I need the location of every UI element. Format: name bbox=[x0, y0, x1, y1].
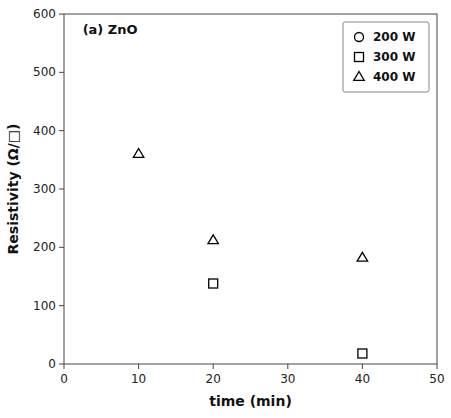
y-tick-label: 600 bbox=[33, 7, 56, 21]
legend-label: 300 W bbox=[373, 50, 415, 64]
points bbox=[133, 149, 367, 359]
x-tick bbox=[362, 364, 363, 369]
y-tick-label: 400 bbox=[33, 124, 56, 138]
x-tick bbox=[64, 364, 65, 369]
y-tick bbox=[59, 247, 64, 248]
x-tick bbox=[138, 364, 139, 369]
series bbox=[209, 279, 367, 358]
y-axis-label: Resistivity (Ω/□) bbox=[5, 124, 21, 255]
y-tick-label: 500 bbox=[33, 65, 56, 79]
y-tick bbox=[59, 189, 64, 190]
point bbox=[358, 349, 367, 358]
y-tick-label: 200 bbox=[33, 240, 56, 254]
legend-label: 400 W bbox=[373, 70, 415, 84]
x-tick bbox=[213, 364, 214, 369]
y-tick-label: 0 bbox=[48, 357, 56, 371]
y-tick bbox=[59, 364, 64, 365]
y-tick-label: 300 bbox=[33, 182, 56, 196]
chart: 010203040500100200300400500600time (min)… bbox=[0, 0, 451, 418]
legend-box bbox=[343, 22, 429, 92]
x-axis-label: time (min) bbox=[209, 393, 292, 409]
legend-symbol bbox=[355, 53, 364, 62]
series bbox=[133, 149, 367, 262]
point bbox=[357, 252, 367, 261]
x-tick-label: 0 bbox=[60, 372, 68, 386]
y-tick bbox=[59, 72, 64, 73]
x-tick-label: 40 bbox=[355, 372, 370, 386]
title: (a) ZnO bbox=[83, 22, 138, 37]
plot-frame bbox=[64, 14, 437, 364]
point bbox=[208, 235, 218, 244]
legend-symbol bbox=[355, 33, 364, 42]
x-tick bbox=[287, 364, 288, 369]
x-tick-label: 50 bbox=[429, 372, 444, 386]
x-tick-label: 20 bbox=[206, 372, 221, 386]
plot-background bbox=[64, 14, 437, 364]
legend-label: 200 W bbox=[373, 30, 415, 44]
point bbox=[209, 279, 218, 288]
y-tick bbox=[59, 305, 64, 306]
legend: 200 W 300 W 400 W bbox=[343, 22, 429, 92]
y-tick bbox=[59, 14, 64, 15]
x-tick-label: 30 bbox=[280, 372, 295, 386]
x-tick-label: 10 bbox=[131, 372, 146, 386]
legend-symbol bbox=[354, 72, 364, 81]
point bbox=[133, 149, 143, 158]
y-tick bbox=[59, 130, 64, 131]
y-tick-label: 100 bbox=[33, 299, 56, 313]
x-tick bbox=[437, 364, 438, 369]
